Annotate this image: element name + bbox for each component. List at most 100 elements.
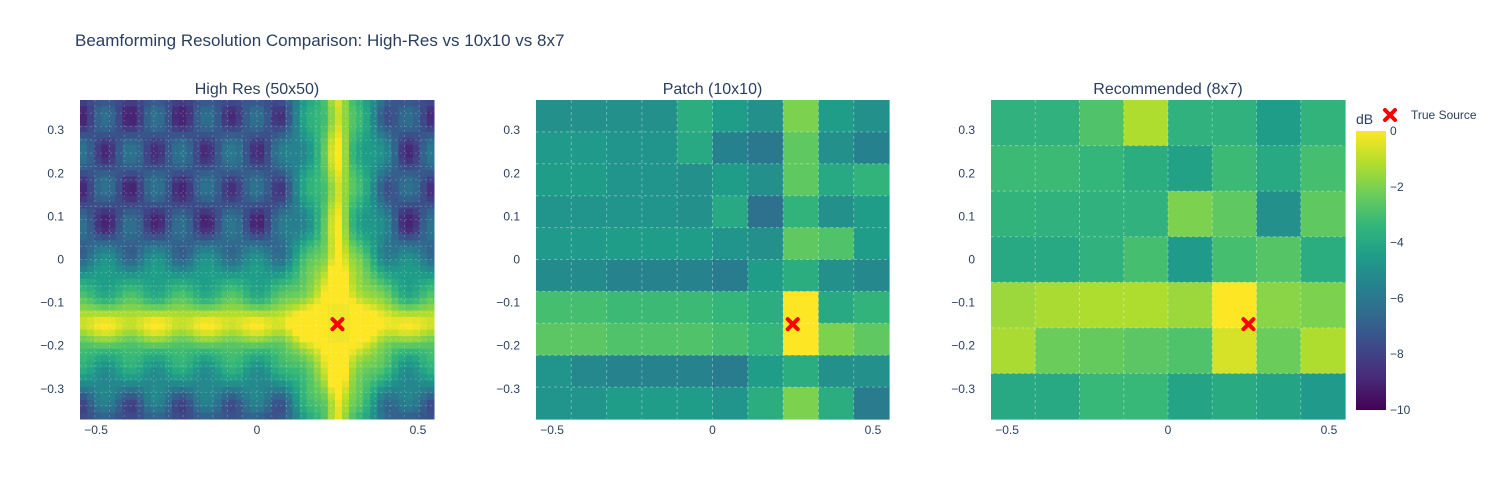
heatmap-cell [641, 259, 678, 292]
heatmap-cell [207, 259, 216, 267]
heatmap-cell [606, 323, 643, 356]
heatmap-cell [419, 151, 428, 158]
heatmap-cell [349, 316, 357, 324]
heatmap-cell [398, 208, 407, 216]
heatmap-cell [363, 157, 371, 165]
x-marker-icon [1383, 108, 1397, 122]
heatmap-cell [334, 297, 343, 305]
heatmap-cell [405, 138, 414, 146]
heatmap-cell [677, 355, 714, 388]
heatmap-cell [271, 291, 279, 299]
heatmap-cell [221, 106, 230, 114]
heatmap-cell [370, 380, 378, 388]
heatmap-cell [94, 291, 102, 299]
heatmap-cell [363, 336, 371, 343]
heatmap-cell [257, 399, 265, 407]
heatmap-cell [257, 170, 265, 178]
heatmap-cell [320, 355, 329, 363]
heatmap-cell [164, 182, 173, 190]
heatmap-cell [157, 151, 166, 158]
heatmap-cell [341, 348, 350, 356]
heatmap-cell [384, 240, 393, 248]
heatmap-cell [412, 393, 421, 401]
heatmap-cell [101, 163, 109, 171]
heatmap-cell [214, 355, 223, 363]
heatmap-cell [349, 259, 357, 267]
heatmap-cell [278, 310, 286, 318]
heatmap-cell [214, 272, 223, 280]
heatmap-cell [214, 131, 223, 139]
heatmap-cell [341, 380, 350, 388]
heatmap-cell [419, 265, 428, 273]
heatmap-cell [80, 399, 88, 407]
heatmap-cell [818, 195, 855, 229]
y-tick-label: −0.3 [496, 382, 520, 396]
heatmap-cell [306, 272, 315, 280]
heatmap-cell [405, 374, 414, 382]
heatmap-cell [320, 170, 329, 178]
heatmap-cell [398, 214, 407, 222]
heatmap-cell [391, 208, 400, 216]
heatmap-cell [172, 329, 180, 337]
heatmap-cell [200, 125, 208, 133]
heatmap-cell [164, 323, 173, 331]
heatmap-cell [228, 253, 237, 260]
heatmap-cell [377, 106, 385, 114]
heatmap-cell [285, 151, 293, 158]
heatmap-cell [426, 406, 435, 414]
heatmap-cell [377, 125, 385, 133]
heatmap-cell [129, 240, 138, 248]
heatmap-cell [264, 182, 272, 190]
heatmap-cell [377, 304, 385, 312]
heatmap-cell [341, 221, 350, 229]
heatmap-cell [157, 144, 166, 152]
heatmap-cell [129, 176, 138, 184]
heatmap-cell [426, 221, 435, 229]
heatmap-cell [94, 285, 102, 292]
heatmap-cell [363, 297, 371, 305]
heatmap-cell [157, 272, 166, 280]
heatmap-cell [306, 310, 315, 318]
heatmap-cell [349, 100, 357, 107]
heatmap-cell [115, 202, 123, 209]
heatmap-cell [292, 355, 300, 363]
heatmap-cell [391, 272, 400, 280]
heatmap-cell [363, 285, 371, 292]
heatmap-cell [341, 233, 350, 241]
heatmap-cell [334, 348, 343, 356]
heatmap-cell [391, 278, 400, 286]
subplot-title: Recommended (8x7) [1093, 81, 1242, 98]
heatmap-cell [334, 367, 343, 375]
heatmap-cell [818, 100, 855, 133]
heatmap-cells [80, 100, 435, 420]
heatmap-cell [391, 227, 400, 235]
heatmap-cell [186, 221, 194, 229]
legend[interactable]: True Source [1383, 108, 1477, 122]
heatmap-cell [398, 106, 407, 114]
heatmap-cell [334, 144, 343, 152]
heatmap-cell [349, 374, 357, 382]
y-tick-label: 0.1 [503, 209, 520, 223]
heatmap-cell [712, 131, 749, 165]
heatmap-cell [606, 131, 643, 165]
heatmap-cell [179, 138, 187, 146]
heatmap-cell [172, 112, 180, 120]
y-tick-label: −0.3 [40, 382, 64, 396]
heatmap-cell [641, 195, 678, 229]
heatmap-cell [87, 106, 95, 114]
heatmap-cell [320, 131, 329, 139]
heatmap-cell [327, 265, 336, 273]
heatmap-cell [370, 131, 378, 139]
heatmap-cell [214, 399, 223, 407]
heatmap-cell [306, 380, 315, 388]
heatmap-cell [405, 380, 414, 388]
heatmap-cell [341, 367, 350, 375]
heatmap-cell [677, 387, 714, 420]
heatmap-cell [271, 361, 279, 369]
colorbar-tick-label: −2 [1390, 180, 1404, 194]
heatmap-cell [313, 227, 322, 235]
heatmap-cell [278, 112, 286, 120]
heatmap-cell [200, 144, 208, 152]
heatmap-cell [320, 297, 329, 305]
heatmap-cell [391, 291, 400, 299]
